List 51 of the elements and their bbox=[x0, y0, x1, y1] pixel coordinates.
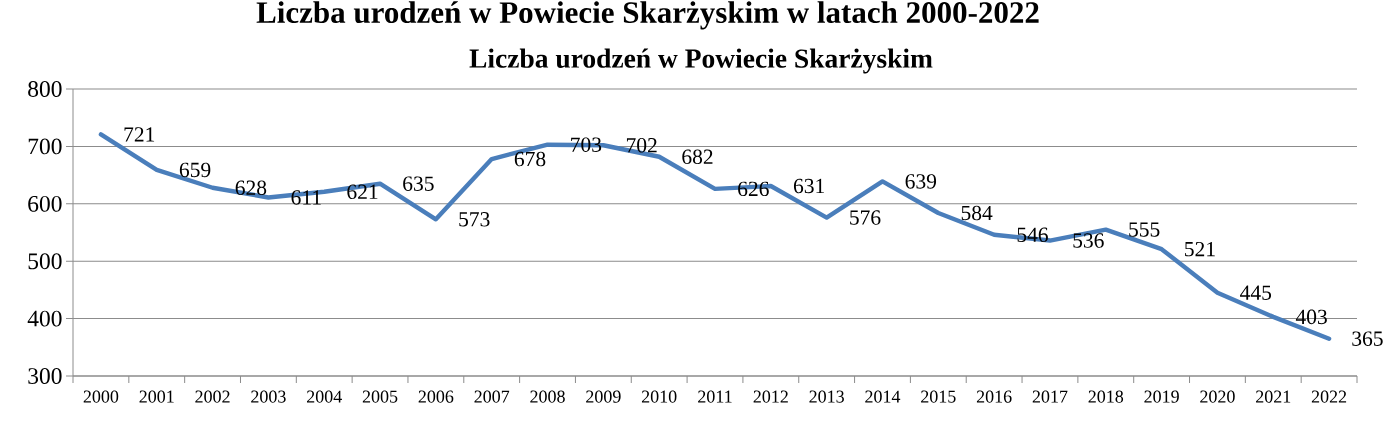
x-tick-label: 2018 bbox=[1088, 390, 1124, 403]
x-tick-label: 2016 bbox=[976, 390, 1012, 403]
x-tick-label: 2021 bbox=[1256, 390, 1291, 403]
data-label: 631 bbox=[793, 178, 824, 194]
y-tick-label: 500 bbox=[28, 253, 62, 270]
data-label: 635 bbox=[403, 176, 434, 191]
data-label: 639 bbox=[905, 174, 937, 189]
data-label: 721 bbox=[124, 127, 155, 142]
x-tick-label: 2008 bbox=[530, 390, 565, 403]
data-label: 403 bbox=[1295, 309, 1327, 325]
data-label: 573 bbox=[459, 212, 490, 227]
data-label: 628 bbox=[235, 180, 267, 195]
data-label: 445 bbox=[1240, 285, 1272, 300]
data-label: 659 bbox=[179, 162, 211, 178]
x-tick-label: 2000 bbox=[83, 390, 119, 403]
data-label: 555 bbox=[1129, 222, 1160, 237]
y-tick-label: 600 bbox=[28, 195, 62, 212]
data-label: 584 bbox=[961, 205, 993, 221]
x-tick-label: 2004 bbox=[307, 390, 342, 403]
data-label: 626 bbox=[738, 181, 769, 197]
y-tick-label: 300 bbox=[28, 368, 62, 384]
data-label: 536 bbox=[1073, 233, 1104, 248]
data-label: 678 bbox=[514, 151, 546, 167]
y-tick-label: 700 bbox=[28, 138, 62, 155]
x-tick-label: 2014 bbox=[865, 390, 901, 403]
x-tick-label: 2012 bbox=[753, 390, 788, 403]
x-tick-label: 2011 bbox=[698, 390, 732, 403]
x-tick-label: 2013 bbox=[809, 390, 844, 403]
data-label: 682 bbox=[682, 149, 713, 164]
data-label: 702 bbox=[626, 138, 657, 153]
x-tick-label: 2009 bbox=[586, 390, 621, 403]
data-label: 621 bbox=[347, 184, 378, 199]
x-tick-label: 2007 bbox=[474, 390, 510, 403]
x-tick-label: 2017 bbox=[1032, 390, 1068, 403]
x-tick-label: 2001 bbox=[139, 390, 174, 403]
x-tick-label: 2022 bbox=[1311, 390, 1347, 403]
x-tick-label: 2015 bbox=[921, 390, 956, 403]
y-tick-label: 400 bbox=[27, 310, 62, 327]
data-label: 365 bbox=[1352, 331, 1383, 346]
x-tick-label: 2006 bbox=[418, 390, 454, 403]
x-tick-label: 2010 bbox=[641, 390, 677, 403]
x-tick-label: 2020 bbox=[1200, 390, 1235, 403]
x-tick-label: 2019 bbox=[1144, 390, 1179, 403]
data-label: 576 bbox=[850, 210, 881, 225]
chart-subtitle: Liczba urodzeń w Powiecie Skarżyskim bbox=[469, 48, 933, 74]
y-tick-label: 800 bbox=[28, 81, 62, 97]
x-tick-label: 2005 bbox=[362, 390, 398, 403]
x-tick-label: 2002 bbox=[195, 390, 230, 403]
chart-title: Liczba urodzeń w Powiecie Skarżyskim w latach 2000-2022 bbox=[256, 1, 1039, 30]
x-tick-label: 2003 bbox=[251, 390, 286, 403]
data-label: 521 bbox=[1185, 241, 1215, 257]
